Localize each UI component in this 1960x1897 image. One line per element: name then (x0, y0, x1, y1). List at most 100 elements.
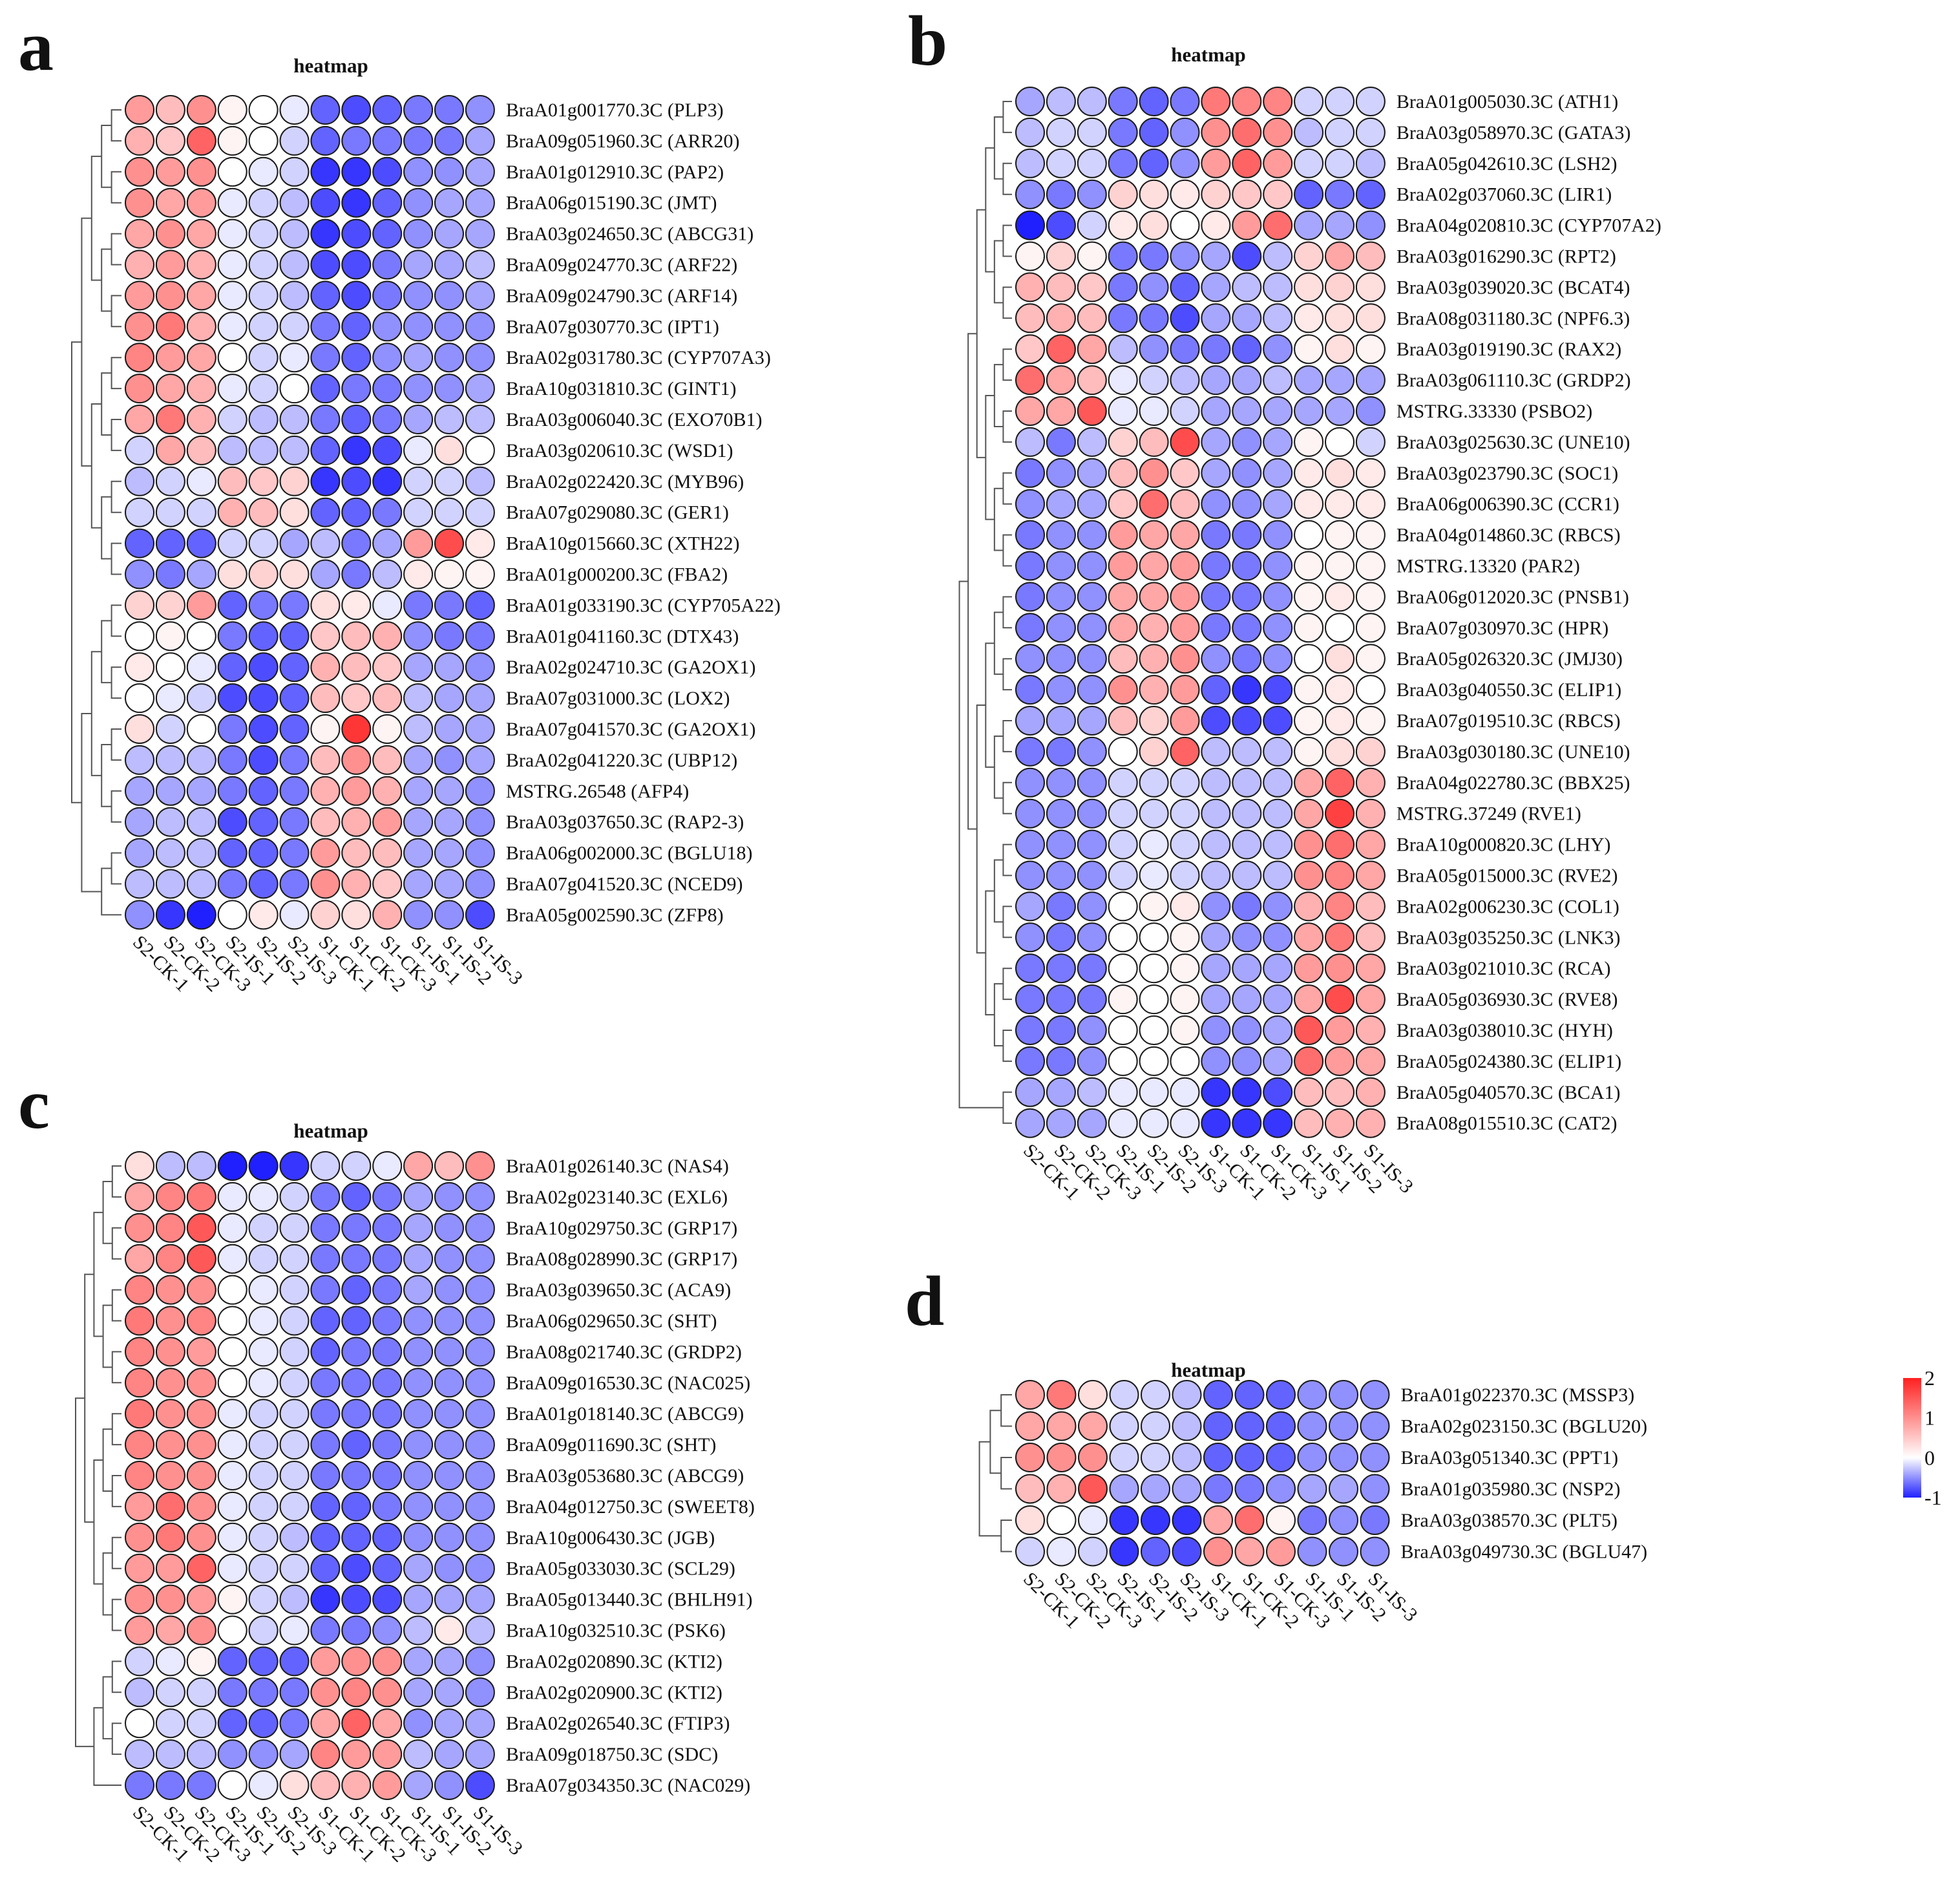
heatmap-cell (1139, 953, 1169, 984)
heatmap-cell (1355, 1015, 1386, 1045)
heatmap-cell (125, 714, 154, 744)
heatmap-cell (1015, 984, 1045, 1015)
dendrogram-branch (1002, 968, 1012, 1001)
heatmap-cell (403, 1553, 434, 1584)
heatmap-cell (1139, 767, 1169, 798)
heatmap-cell (125, 187, 154, 218)
heatmap-cell (1360, 1380, 1390, 1410)
row-label: BraA09g016530.3C (NAC025) (506, 1372, 750, 1394)
heatmap-cell (1201, 396, 1231, 426)
row-label: BraA04g020810.3C (CYP707A2) (1396, 215, 1661, 237)
heatmap-cell (1015, 272, 1045, 302)
row-label: BraA07g041570.3C (GA2OX1) (506, 719, 756, 740)
heatmap-cell (1294, 953, 1324, 984)
heatmap-cell (248, 838, 279, 868)
heatmap-cell (1139, 644, 1169, 674)
heatmap-cell (1263, 1077, 1293, 1107)
heatmap-cell (1294, 613, 1324, 643)
row-label: BraA10g015660.3C (XTH22) (506, 533, 740, 555)
heatmap-cell (465, 1553, 495, 1584)
row-label: BraA02g006230.3C (COL1) (1396, 896, 1619, 917)
heatmap-cell (1325, 1108, 1354, 1138)
heatmap-cell (403, 1368, 434, 1398)
heatmap-cell (310, 1306, 341, 1336)
heatmap-cell (1232, 520, 1262, 550)
heatmap-cell (1015, 1505, 1045, 1535)
heatmap-cell (125, 1708, 154, 1739)
heatmap-cell (1232, 582, 1262, 612)
heatmap-cell (1325, 798, 1354, 829)
heatmap-cell (372, 714, 403, 744)
heatmap-cell (186, 1553, 216, 1584)
heatmap-cell (186, 1430, 216, 1460)
heatmap-cell (372, 1244, 403, 1274)
heatmap-cell (248, 312, 279, 342)
heatmap-cell (465, 1739, 495, 1770)
heatmap-cell (217, 374, 248, 404)
heatmap-cell (434, 683, 464, 714)
row-label: BraA09g024770.3C (ARF22) (506, 255, 737, 276)
heatmap-cell (1263, 736, 1293, 767)
heatmap-cell (1077, 117, 1107, 147)
heatmap-cell (125, 405, 154, 434)
heatmap-cell (1077, 613, 1107, 643)
heatmap-cell (465, 1677, 495, 1708)
heatmap-cell (248, 435, 279, 465)
heatmap-cell (465, 1182, 495, 1212)
heatmap-cell (1015, 1474, 1045, 1504)
heatmap-cell (310, 1461, 341, 1490)
heatmap-cell (1294, 458, 1324, 488)
heatmap-cell (186, 1399, 216, 1429)
heatmap-cell (1294, 210, 1324, 240)
heatmap-cell (403, 652, 434, 683)
dendrogram-branch (111, 419, 121, 451)
heatmap-cell (279, 745, 310, 775)
heatmap-cell (1201, 706, 1231, 736)
heatmap-cell (217, 466, 248, 496)
heatmap-cell (279, 1275, 310, 1305)
heatmap-cell (434, 1770, 464, 1800)
row-label: BraA02g023150.3C (BGLU20) (1401, 1416, 1648, 1437)
row-label: BraA05g024380.3C (ELIP1) (1396, 1051, 1621, 1072)
heatmap-cell (1170, 706, 1200, 736)
heatmap-cell (403, 1182, 434, 1212)
heatmap-cell (1360, 1505, 1390, 1535)
heatmap-cell (465, 249, 495, 280)
heatmap-cell (279, 1430, 310, 1460)
panel-a-cells (125, 95, 495, 930)
heatmap-cell (1077, 334, 1107, 365)
heatmap-cell (125, 1584, 154, 1615)
heatmap-cell (1232, 87, 1262, 116)
heatmap-cell (125, 156, 154, 187)
heatmap-cell (310, 652, 341, 683)
heatmap-cell (372, 95, 403, 125)
heatmap-cell (1077, 582, 1107, 612)
heatmap-cell (1294, 365, 1324, 396)
heatmap-cell (310, 187, 341, 218)
dendrogram-branch (111, 171, 121, 204)
heatmap-cell (1015, 1108, 1045, 1138)
heatmap-cell (1077, 489, 1107, 519)
heatmap-cell (372, 1646, 403, 1677)
heatmap-cell (465, 1306, 495, 1336)
heatmap-cell (1046, 613, 1076, 643)
heatmap-cell (1355, 148, 1386, 178)
row-label: BraA01g035980.3C (NSP2) (1401, 1479, 1621, 1500)
row-label: BraA08g031180.3C (NPF6.3) (1396, 308, 1630, 329)
heatmap-cell (1015, 179, 1045, 209)
heatmap-cell (1015, 706, 1045, 736)
heatmap-cell (465, 343, 495, 373)
heatmap-cell (341, 1368, 372, 1398)
heatmap-cell (217, 1553, 248, 1584)
heatmap-cell (1355, 458, 1386, 488)
dendrogram-branch (978, 1441, 1002, 1537)
heatmap-cell (341, 1708, 372, 1739)
heatmap-cell (248, 1275, 279, 1305)
heatmap-cell (1294, 891, 1324, 922)
heatmap-cell (1015, 736, 1045, 767)
heatmap-cell (1046, 210, 1076, 240)
heatmap-cell (1170, 87, 1200, 116)
heatmap-cell (1139, 1046, 1169, 1076)
heatmap-cell (310, 466, 341, 496)
heatmap-cell (341, 1615, 372, 1646)
